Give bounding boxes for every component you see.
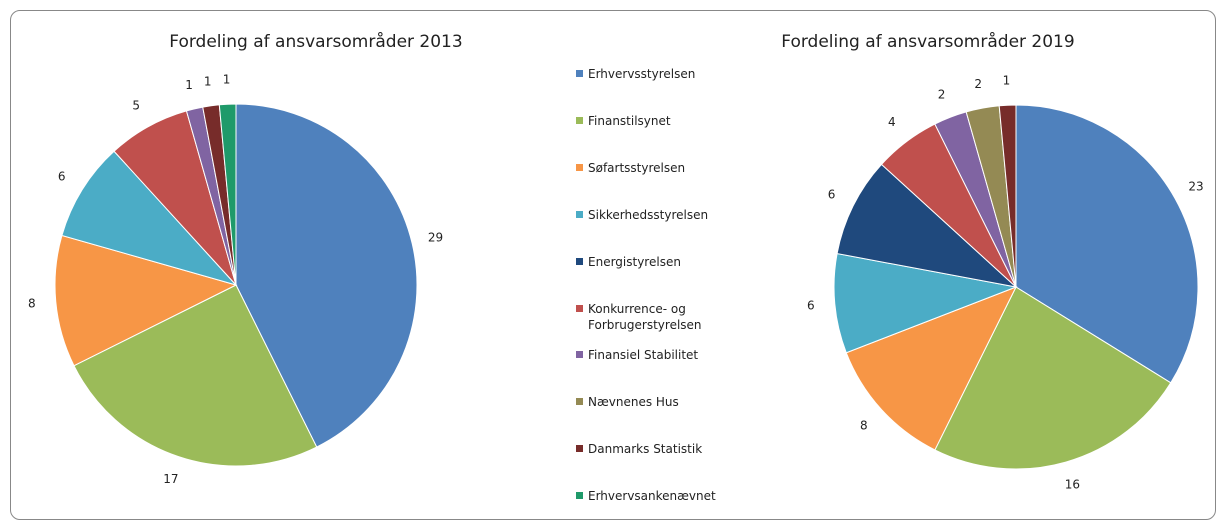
legend-swatch (576, 398, 583, 406)
legend-label: Danmarks Statistik (588, 442, 703, 457)
legend-label: Nævnenes Hus (588, 395, 679, 410)
pie-slice (61, 150, 238, 286)
pie-slice (845, 286, 1018, 451)
legend-swatch (576, 492, 583, 500)
legend-item: Finansiel Stabilitet (576, 347, 726, 363)
legend-swatch (576, 210, 583, 218)
legend-swatch (576, 163, 583, 171)
data-label: 5 (132, 98, 140, 112)
legend-label: Finanstilsynet (588, 113, 671, 128)
data-label: 6 (828, 188, 836, 202)
legend-label: Søfartsstyrelsen (588, 160, 686, 175)
pie-slice (73, 284, 318, 467)
legend-label: Erhvervsankenævnet (588, 489, 716, 504)
pie-slice (235, 103, 418, 448)
data-label: 2 (938, 87, 946, 101)
pie-slice (836, 163, 1018, 288)
data-label: 23 (1188, 179, 1203, 193)
data-label: 17 (163, 472, 178, 486)
legend-label: Sikkerhedsstyrelsen (588, 207, 709, 222)
legend-item: Erhvervsankenævnet (576, 488, 726, 504)
data-label: 1 (1003, 74, 1011, 88)
legend-swatch (576, 445, 583, 453)
data-label: 29 (428, 231, 443, 245)
legend-swatch (576, 257, 583, 265)
pie-slice (218, 103, 237, 286)
chart-title: Fordeling af ansvarsområder 2013 (169, 31, 462, 52)
legend-swatch (576, 351, 583, 359)
data-label: 2 (974, 77, 982, 91)
legend-item: Konkurrence- og Forbrugerstyrelsen (576, 301, 726, 333)
legend-label: Konkurrence- og Forbrugerstyrelsen (588, 301, 702, 332)
chart-title: Fordeling af ansvarsområder 2019 (781, 31, 1074, 52)
pie-slice (54, 234, 238, 367)
data-label: 1 (223, 73, 231, 87)
legend-item: Erhvervsstyrelsen (576, 66, 726, 82)
legend-item: Sikkerhedsstyrelsen (576, 207, 726, 223)
pie-slice (833, 252, 1018, 354)
legend-label: Erhvervsstyrelsen (588, 67, 696, 81)
legend-item: Finanstilsynet (576, 113, 726, 129)
data-label: 6 (58, 170, 66, 184)
data-label: 8 (860, 418, 868, 432)
legend-label: Finansiel Stabilitet (588, 348, 699, 363)
legend-item: Nævnenes Hus (576, 394, 726, 410)
data-label: 1 (204, 74, 212, 88)
data-label: 8 (28, 296, 36, 310)
chart: Fordeling af ansvarsområder 2013 29 17 8 6 5 1… (28, 31, 1204, 492)
legend-swatch (576, 70, 583, 77)
legend-item: Danmarks Statistik (576, 441, 726, 457)
legend-item: Energistyrelsen (576, 254, 726, 270)
page: Fordeling af ansvarsområder 2013 29 17 8 6 5 1… (10, 10, 1216, 520)
pie-slice (1015, 104, 1199, 384)
data-label: 16 (1065, 478, 1080, 492)
data-label: 1 (185, 78, 193, 92)
data-label: 6 (807, 299, 815, 313)
pie-slice (998, 104, 1017, 288)
legend-label: Energistyrelsen (588, 254, 681, 269)
legend-swatch (576, 304, 583, 312)
legend-item: Søfartsstyrelsen (576, 160, 726, 176)
legend-swatch (576, 116, 583, 124)
data-label: 4 (888, 115, 896, 129)
